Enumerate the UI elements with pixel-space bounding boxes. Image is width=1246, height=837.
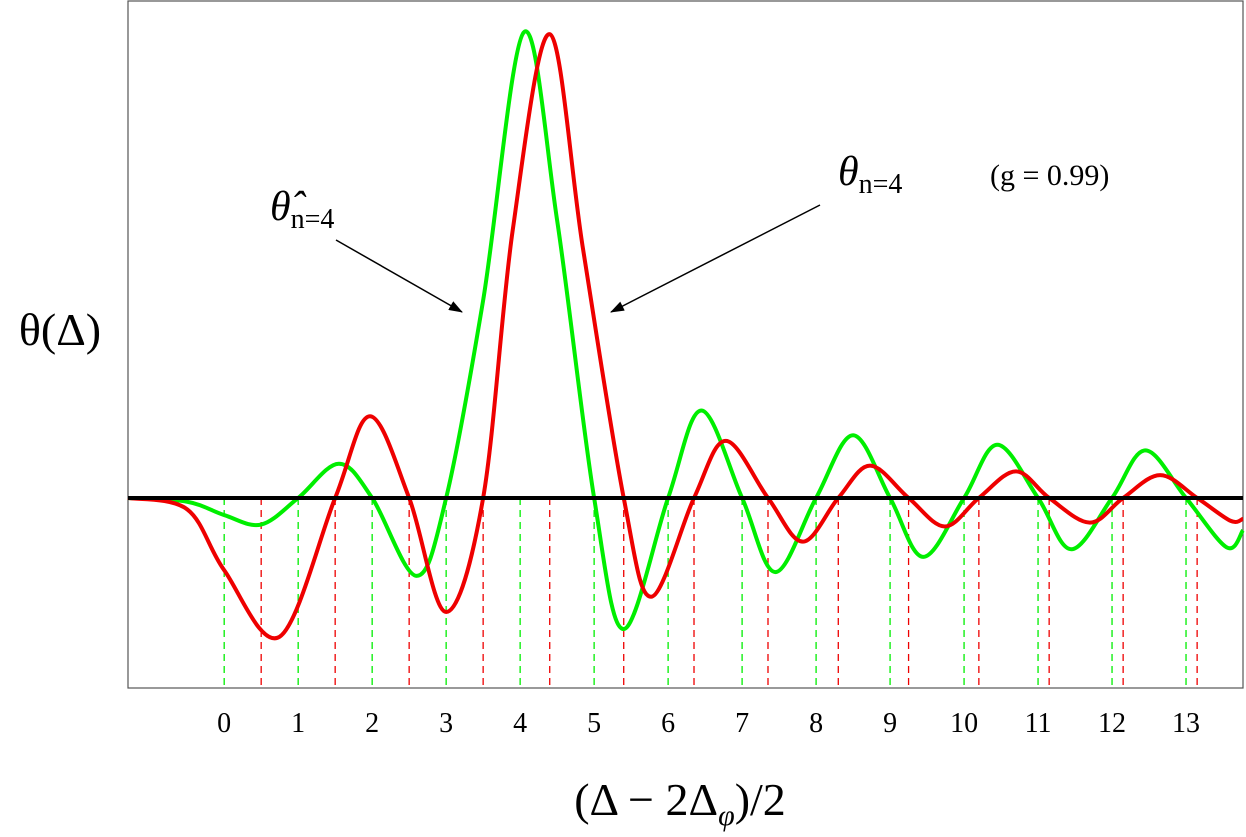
- x-tick-label: 5: [587, 708, 601, 739]
- x-label-part: φ: [718, 799, 735, 832]
- x-tick-label: 0: [217, 708, 231, 739]
- x-tick-label: 12: [1098, 708, 1126, 739]
- annotation-sub: n=4: [291, 204, 335, 235]
- x-tick-label: 10: [950, 708, 978, 739]
- x-tick-label: 13: [1172, 708, 1200, 739]
- annotation: (g = 0.99): [990, 159, 1109, 192]
- x-tick-label: 3: [439, 708, 453, 739]
- arrow: [335, 239, 463, 313]
- x-tick-label: 4: [513, 708, 527, 739]
- x-tick-label: 1: [291, 708, 305, 739]
- x-axis-label: (Δ − 2Δφ)/2: [574, 774, 786, 832]
- y-axis-label: θ(Δ): [19, 304, 101, 355]
- arrow: [610, 204, 821, 313]
- annotation-sub: n=4: [859, 169, 903, 200]
- x-tick-label: 9: [883, 708, 897, 739]
- x-label-part: )/2: [735, 774, 786, 825]
- plot: 0 1 2 3 4 5 6 7 8 9 10 11 12 13: [127, 29, 1245, 739]
- annotation-text: θ: [838, 149, 859, 195]
- x-tick-label: 2: [365, 708, 379, 739]
- plot-frame: [127, 0, 1244, 689]
- x-tick-label: 8: [809, 708, 823, 739]
- annotation: θ̂n=4: [270, 184, 334, 235]
- series-line: [127, 29, 1245, 632]
- annotation: θn=4: [838, 149, 902, 200]
- x-label-part: (Δ − 2Δ: [574, 774, 718, 825]
- x-tick-label: 7: [735, 708, 749, 739]
- x-tick-label: 11: [1025, 708, 1052, 739]
- x-tick-label: 6: [661, 708, 675, 739]
